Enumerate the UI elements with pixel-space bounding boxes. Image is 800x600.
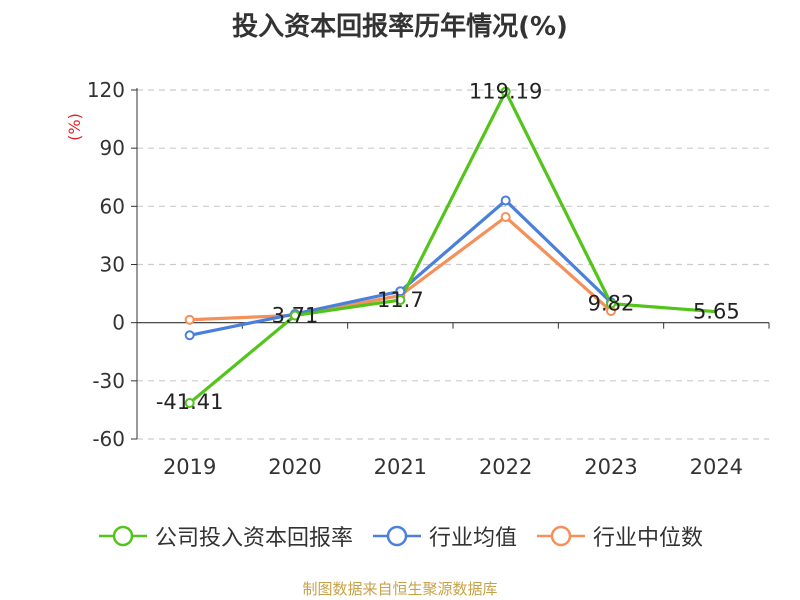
chart-title: 投入资本回报率历年情况(%) [232, 12, 568, 42]
legend-swatch [372, 525, 421, 547]
x-tick-label: 2024 [690, 455, 743, 479]
y-tick-label: 60 [100, 194, 125, 218]
legend-swatch [537, 525, 585, 547]
x-tick-label: 2023 [584, 455, 637, 479]
y-tick-label: 90 [100, 136, 125, 160]
source-note: 制图数据来自恒生聚源数据库 [302, 580, 498, 598]
legend-item[interactable]: 行业中位数 [535, 520, 703, 552]
data-label: 11.7 [377, 288, 424, 312]
data-point [500, 211, 511, 222]
y-tick-label: -60 [92, 427, 125, 451]
y-tick-label: 120 [87, 78, 125, 102]
data-label: 9.82 [588, 292, 635, 316]
legend-label: 公司投入资本回报率 [154, 526, 353, 551]
series-line-0 [188, 89, 717, 405]
data-point [184, 314, 195, 325]
legend-item[interactable]: 行业均值 [371, 520, 517, 552]
data-point [500, 86, 511, 97]
y-axis-label: (%) [65, 113, 84, 141]
data-point [184, 397, 195, 408]
y-tick-label: 30 [100, 253, 125, 277]
x-tick-label: 2019 [163, 455, 216, 479]
data-point [184, 330, 195, 341]
y-tick-label: -30 [92, 369, 125, 393]
data-point [500, 195, 511, 206]
data-point [290, 310, 300, 321]
data-label: -41.41 [156, 390, 224, 414]
data-point [606, 298, 616, 309]
legend: 公司投入资本回报率 行业均值 行业中位数 [0, 518, 800, 554]
x-tick-label: 2020 [268, 455, 321, 479]
series-line-1 [189, 198, 613, 337]
legend-item[interactable]: 公司投入资本回报率 [97, 520, 353, 552]
data-point [395, 294, 406, 305]
legend-label: 行业均值 [428, 526, 517, 551]
x-tick-label: 2022 [479, 455, 532, 479]
data-label: 3.71 [272, 303, 319, 327]
legend-swatch [98, 525, 147, 547]
x-tick-label: 2021 [374, 455, 427, 479]
legend-swatch-marker [386, 525, 408, 547]
data-label: 5.65 [693, 300, 740, 324]
legend-swatch-marker [550, 525, 572, 547]
legend-label: 行业中位数 [593, 526, 704, 551]
data-label: 119.19 [469, 80, 542, 104]
legend-swatch-marker [112, 525, 134, 547]
y-tick-label: 0 [112, 311, 125, 335]
